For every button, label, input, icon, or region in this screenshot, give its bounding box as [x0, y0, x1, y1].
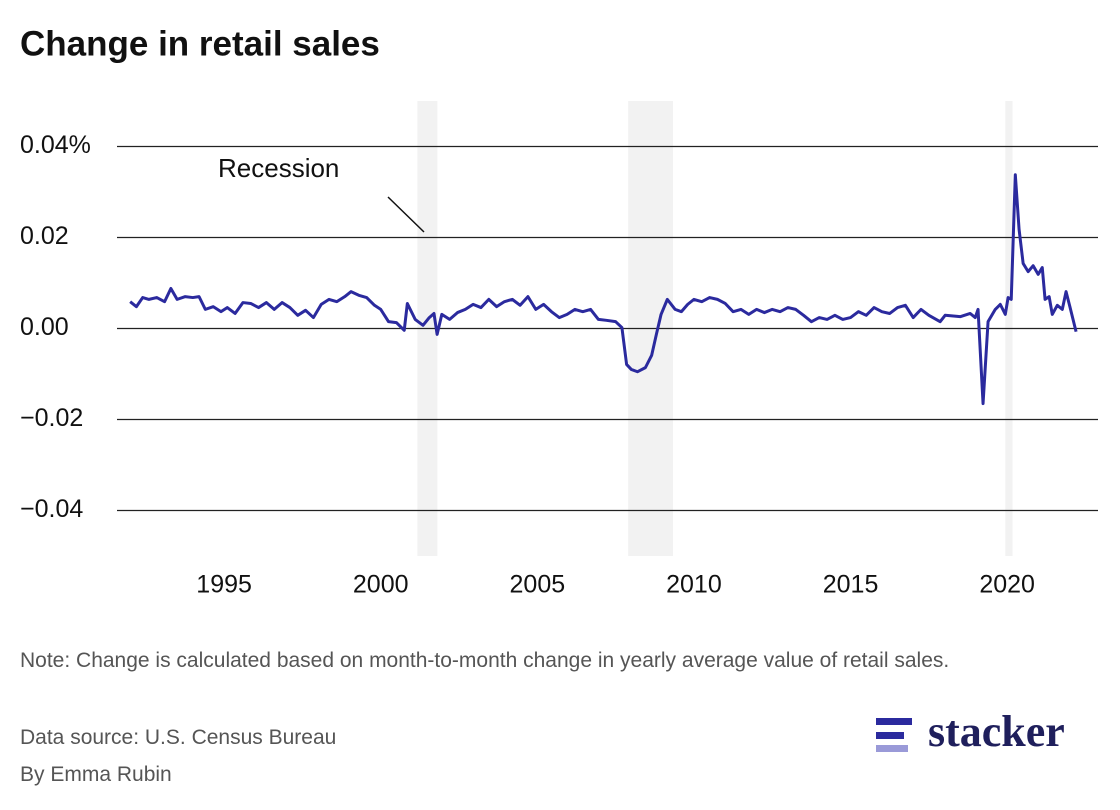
x-tick-label: 2010	[666, 571, 722, 599]
x-tick-label: 2000	[353, 571, 409, 599]
x-tick-label: 2005	[510, 571, 566, 599]
x-tick-label: 1995	[196, 571, 252, 599]
source: Data source: U.S. Census Bureau	[20, 726, 337, 749]
y-tick-label: 0.02	[20, 222, 69, 250]
annotation-pointer	[387, 196, 425, 233]
y-tick-label: 0.00	[20, 313, 69, 341]
byline: By Emma Rubin	[20, 763, 172, 786]
annotation: Recession	[218, 153, 339, 183]
data-line	[129, 173, 1078, 406]
x-tick-label: 2015	[823, 571, 879, 599]
y-tick-label: 0.04%	[20, 131, 91, 159]
x-tick-label: 2020	[979, 571, 1035, 599]
grid	[117, 145, 1098, 512]
note: Note: Change is calculated based on mont…	[20, 649, 950, 672]
y-tick-label: −0.04	[20, 495, 83, 523]
logo: stacker	[928, 707, 1065, 756]
chart: Change in retail sales Recession −0.04 −0…	[20, 24, 1098, 599]
chart-title: Change in retail sales	[20, 24, 380, 63]
logo-icon	[876, 718, 912, 752]
y-tick-label: −0.02	[20, 404, 83, 432]
